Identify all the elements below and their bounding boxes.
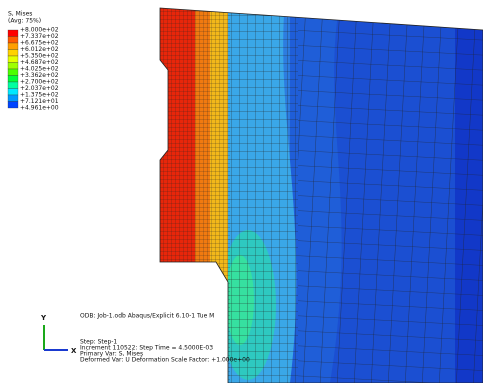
viewport: S, Mises (Avg: 75%) +8.000e+02+7.337e+02… — [0, 0, 483, 383]
legend-band — [8, 102, 18, 109]
legend-band — [8, 69, 18, 76]
triad: Y X — [40, 314, 77, 355]
mesh — [150, 0, 483, 383]
legend-band — [8, 82, 18, 89]
triad-y-label: Y — [40, 314, 47, 322]
odb-line: ODB: Job-1.odb Abaqus/Explicit 6.10-1 Tu… — [80, 313, 214, 320]
legend-subtitle: (Avg: 75%) — [8, 18, 41, 25]
deformed-line: Deformed Var: U Deformation Scale Factor… — [80, 357, 250, 364]
legend-band — [8, 43, 18, 50]
legend-band — [8, 89, 18, 96]
legend-band — [8, 37, 18, 44]
legend-band — [8, 63, 18, 70]
legend-band — [8, 50, 18, 57]
triad-x-label: X — [71, 347, 77, 355]
legend-band — [8, 95, 18, 102]
info-block: ODB: Job-1.odb Abaqus/Explicit 6.10-1 Tu… — [80, 313, 250, 364]
legend-band — [8, 76, 18, 83]
legend-band — [8, 30, 18, 37]
legend-title: S, Mises — [8, 11, 32, 18]
legend: S, Mises (Avg: 75%) +8.000e+02+7.337e+02… — [8, 11, 59, 112]
legend-band — [8, 56, 18, 63]
legend-label: +4.961e+00 — [20, 105, 59, 112]
